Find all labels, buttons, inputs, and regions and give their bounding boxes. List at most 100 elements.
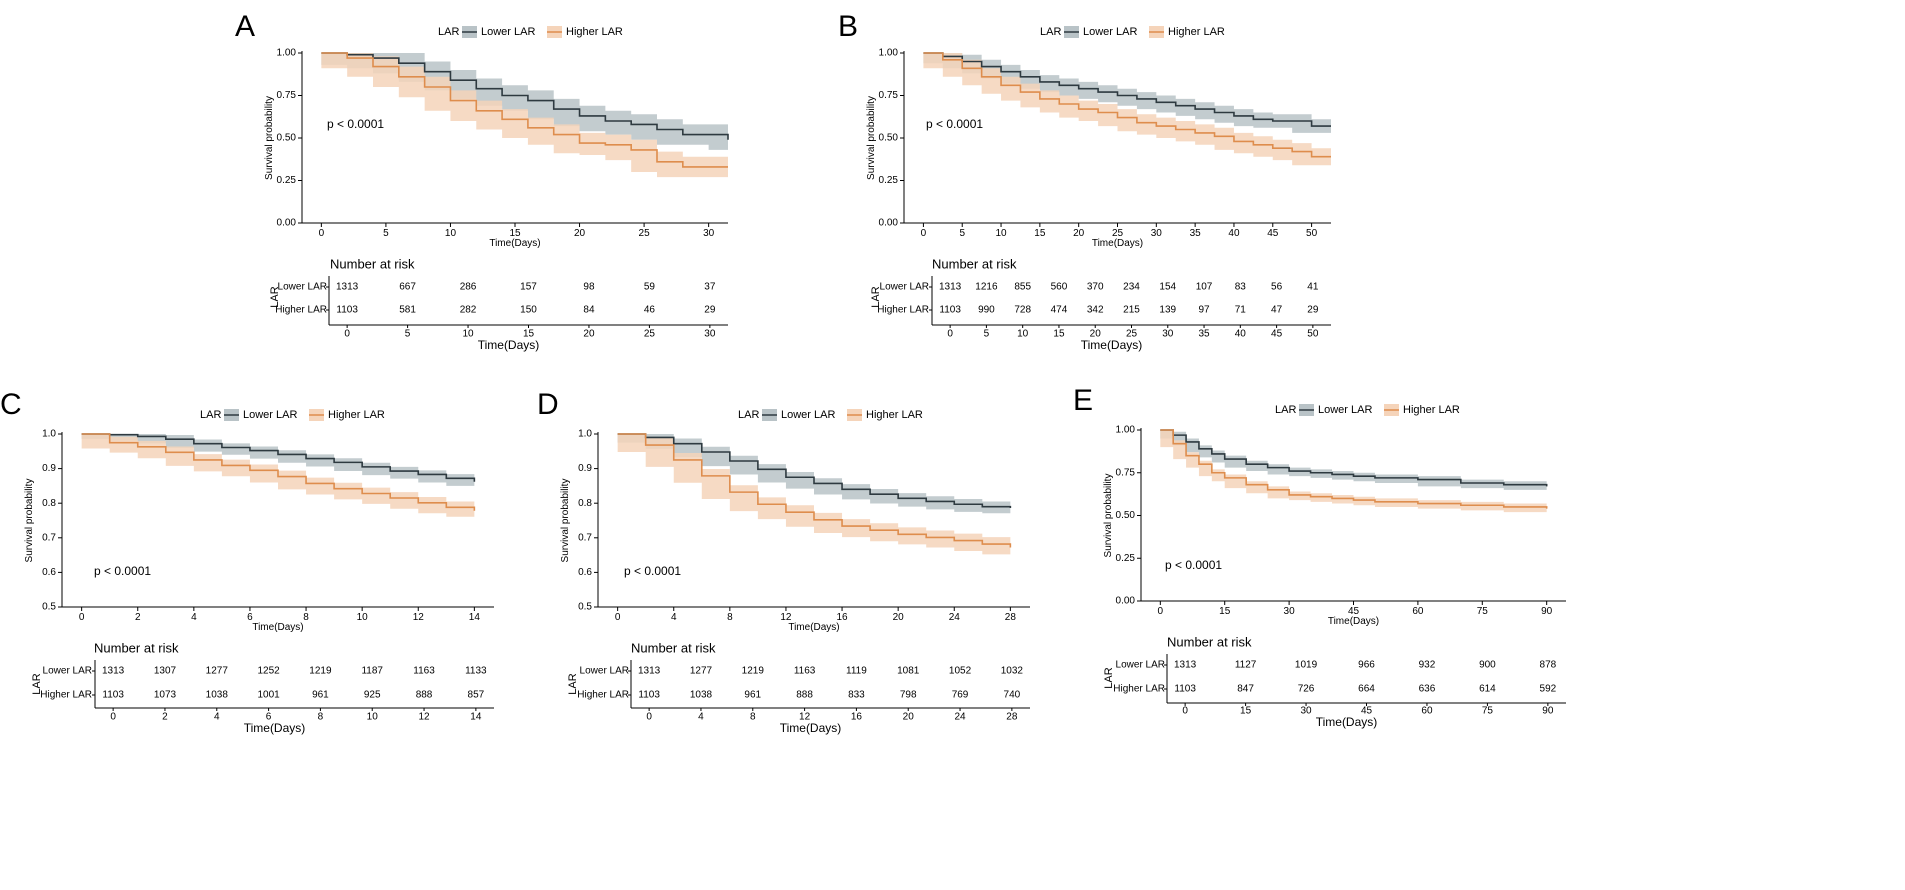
- risk-x-tick-label: 20: [1090, 329, 1102, 340]
- x-tick-label: 14: [469, 612, 481, 623]
- risk-x-tick-label: 8: [318, 712, 324, 723]
- risk-x-tick-label: 10: [462, 329, 474, 340]
- y-tick-label: 0.7: [42, 532, 56, 543]
- y-tick-label: 1.00: [1116, 425, 1136, 436]
- y-tick-label: 0.25: [1116, 553, 1136, 564]
- risk-count: 900: [1479, 660, 1496, 671]
- risk-count: 29: [704, 305, 716, 316]
- risk-count: 1313: [336, 282, 359, 293]
- x-tick-label: 5: [383, 228, 389, 239]
- risk-table-group-title: LAR: [269, 286, 281, 307]
- risk-count: 29: [1307, 305, 1319, 316]
- risk-x-tick-label: 45: [1361, 706, 1373, 717]
- risk-count: 1038: [206, 690, 229, 701]
- risk-count: 1103: [638, 690, 660, 701]
- x-tick-label: 4: [191, 612, 197, 623]
- legend-title: LAR: [1040, 26, 1061, 38]
- x-axis-title: Time(Days): [1092, 238, 1143, 249]
- risk-x-tick-label: 0: [1182, 706, 1188, 717]
- risk-row-label-lower: Lower LAR: [580, 666, 629, 677]
- curve-higher-lar: [1160, 429, 1548, 509]
- risk-count: 370: [1087, 282, 1104, 293]
- risk-count: 83: [1235, 282, 1247, 293]
- risk-row-label-lower: Lower LAR: [43, 666, 92, 677]
- y-tick-label: 0.6: [42, 567, 56, 578]
- risk-count: 1163: [413, 666, 435, 677]
- risk-count: 1103: [336, 305, 358, 316]
- risk-count: 1216: [975, 282, 998, 293]
- risk-count: 855: [1014, 282, 1031, 293]
- y-tick-label: 0.6: [578, 567, 592, 578]
- risk-count: 150: [520, 305, 537, 316]
- x-tick-label: 0: [1158, 606, 1164, 617]
- risk-count: 1032: [1001, 666, 1024, 677]
- panel-label: D: [537, 388, 559, 421]
- legend: LAR Lower LAR Higher LAR: [200, 409, 385, 421]
- y-tick-label: 0.9: [578, 463, 592, 474]
- x-tick-label: 2: [135, 612, 141, 623]
- panel-label: A: [235, 10, 255, 43]
- risk-count: 740: [1004, 690, 1021, 701]
- curve-lower-lar: [923, 52, 1331, 127]
- legend-entry-lower: Lower LAR: [1083, 26, 1137, 38]
- y-tick-label: 0.00: [277, 218, 297, 229]
- x-tick-label: 12: [413, 612, 425, 623]
- risk-count: 1313: [102, 666, 125, 677]
- y-tick-label: 0.25: [879, 175, 899, 186]
- legend-entry-higher: Higher LAR: [866, 409, 923, 421]
- risk-count: 592: [1540, 684, 1557, 695]
- risk-x-tick-label: 5: [984, 329, 990, 340]
- legend-title: LAR: [438, 26, 459, 38]
- p-value: p < 0.0001: [926, 117, 983, 131]
- x-tick-label: 90: [1541, 606, 1553, 617]
- risk-x-tick-label: 45: [1271, 329, 1283, 340]
- y-tick-label: 0.50: [879, 133, 899, 144]
- legend: LAR Lower LAR Higher LAR: [1275, 404, 1460, 416]
- risk-x-tick-label: 6: [266, 712, 272, 723]
- y-tick-label: 0.75: [277, 90, 297, 101]
- legend-entry-lower: Lower LAR: [781, 409, 835, 421]
- panel-label: E: [1073, 384, 1093, 417]
- risk-count: 878: [1540, 660, 1557, 671]
- x-tick-label: 4: [671, 612, 677, 623]
- risk-x-tick-label: 75: [1482, 706, 1494, 717]
- curve-higher-lar: [923, 52, 1331, 158]
- x-tick-label: 8: [303, 612, 309, 623]
- risk-table-title: Number at risk: [1167, 634, 1252, 649]
- panel-a: A LAR Lower LAR Higher LAR0.000.250.500.751…: [235, 10, 729, 352]
- risk-count: 1277: [206, 666, 229, 677]
- risk-count: 1038: [690, 690, 713, 701]
- y-axis-title: Survival probability: [264, 96, 275, 180]
- risk-count: 1313: [1174, 660, 1197, 671]
- risk-x-tick-label: 24: [954, 712, 966, 723]
- legend-title: LAR: [200, 409, 221, 421]
- risk-count: 667: [399, 282, 416, 293]
- panel-e: E LAR Lower LAR Higher LAR0.000.250.500.751…: [1073, 384, 1566, 729]
- legend-entry-lower: Lower LAR: [481, 26, 535, 38]
- risk-table-group-title: LAR: [31, 673, 43, 694]
- legend: LAR Lower LAR Higher LAR: [438, 26, 623, 38]
- risk-count: 798: [900, 690, 917, 701]
- x-tick-label: 10: [995, 228, 1007, 239]
- legend-entry-higher: Higher LAR: [1403, 404, 1460, 416]
- risk-count: 1001: [257, 690, 280, 701]
- y-tick-label: 0.8: [42, 498, 56, 509]
- risk-row-label-lower: Lower LAR: [880, 282, 929, 293]
- x-tick-label: 6: [247, 612, 253, 623]
- risk-count: 107: [1196, 282, 1213, 293]
- risk-count: 857: [468, 690, 485, 701]
- risk-x-tick-label: 12: [418, 712, 430, 723]
- risk-count: 1119: [846, 666, 867, 677]
- y-tick-label: 1.00: [277, 48, 297, 59]
- risk-count: 932: [1419, 660, 1436, 671]
- risk-row-label-higher: Higher LAR: [877, 305, 929, 316]
- x-tick-label: 15: [1034, 228, 1046, 239]
- ci-band-higher: [617, 434, 1011, 555]
- risk-count: 71: [1235, 305, 1247, 316]
- p-value: p < 0.0001: [327, 117, 384, 131]
- risk-x-axis-title: Time(Days): [1316, 715, 1378, 729]
- risk-count: 1081: [897, 666, 920, 677]
- risk-count: 282: [460, 305, 477, 316]
